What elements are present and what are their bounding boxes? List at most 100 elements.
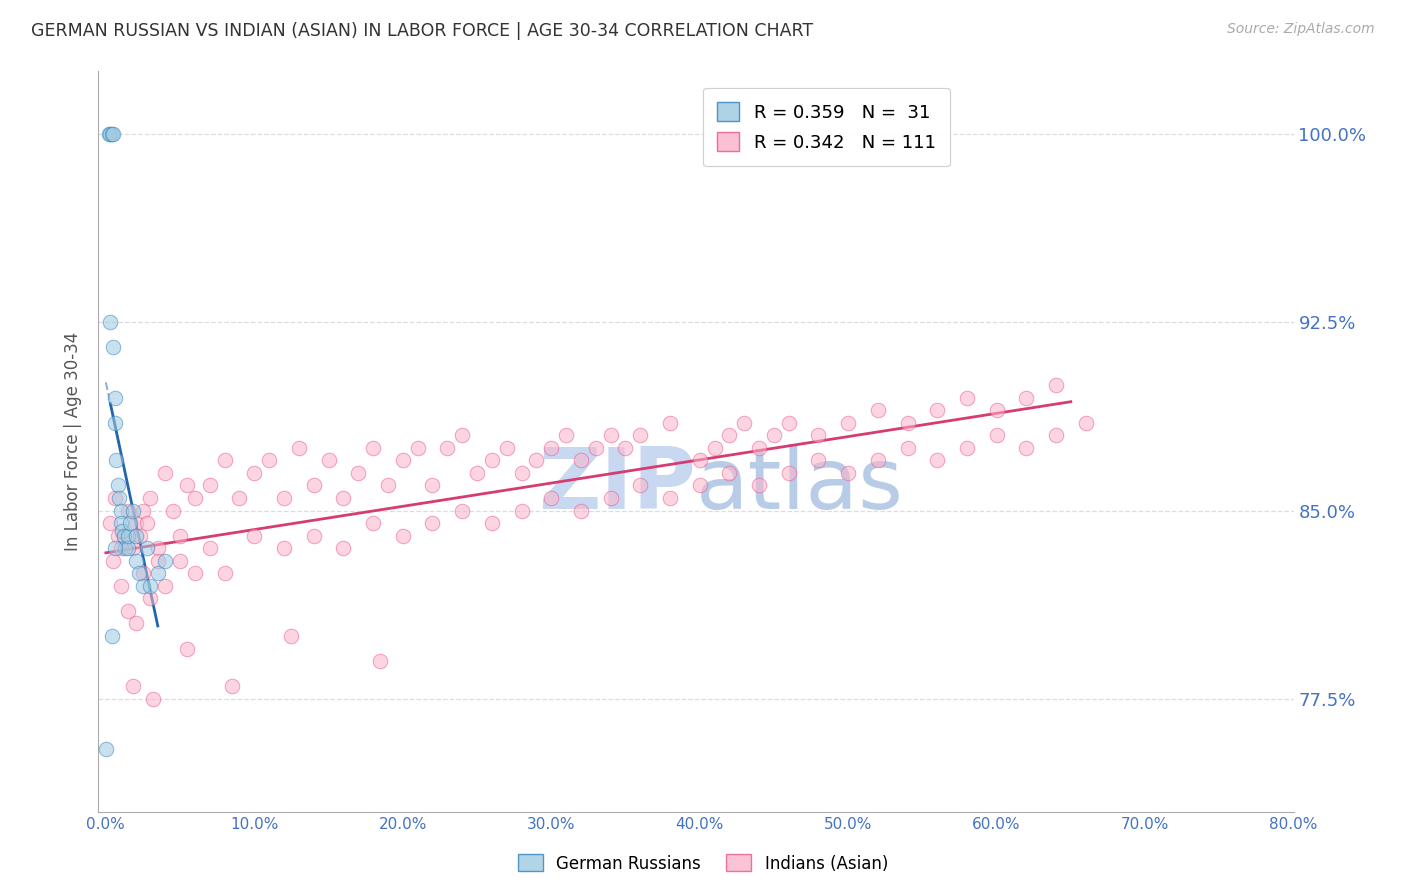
Point: [510, 503, 533, 517]
Point: [748, 478, 770, 492]
Point: [101, 629, 124, 643]
Point: [101, 127, 124, 141]
Point: [128, 566, 150, 581]
Point: [718, 428, 741, 442]
Point: [436, 441, 458, 455]
Point: [377, 478, 399, 492]
Point: [103, 554, 125, 568]
Point: [243, 529, 266, 543]
Point: [986, 403, 1008, 417]
Point: [104, 416, 127, 430]
Point: [927, 403, 949, 417]
Point: [155, 579, 177, 593]
Y-axis label: In Labor Force | Age 30-34: In Labor Force | Age 30-34: [65, 332, 83, 551]
Point: [139, 579, 162, 593]
Point: [896, 416, 918, 430]
Point: [162, 503, 184, 517]
Point: [422, 478, 444, 492]
Point: [956, 391, 979, 405]
Point: [1045, 378, 1067, 392]
Point: [176, 641, 198, 656]
Point: [1045, 428, 1067, 442]
Point: [599, 428, 621, 442]
Point: [585, 441, 607, 455]
Point: [465, 466, 488, 480]
Point: [103, 127, 125, 141]
Point: [481, 453, 503, 467]
Point: [1015, 391, 1038, 405]
Point: [98, 516, 121, 530]
Legend: R = 0.359   N =  31, R = 0.342   N = 111: R = 0.359 N = 31, R = 0.342 N = 111: [703, 87, 950, 166]
Point: [214, 453, 236, 467]
Point: [302, 478, 325, 492]
Point: [318, 453, 340, 467]
Point: [117, 529, 139, 543]
Point: [540, 441, 562, 455]
Point: [257, 453, 280, 467]
Point: [117, 604, 139, 618]
Point: [273, 491, 295, 505]
Point: [1074, 416, 1097, 430]
Point: [451, 503, 474, 517]
Point: [866, 453, 889, 467]
Point: [733, 416, 755, 430]
Point: [117, 541, 139, 556]
Point: [198, 541, 221, 556]
Point: [243, 466, 266, 480]
Point: [104, 491, 127, 505]
Point: [778, 466, 800, 480]
Point: [121, 679, 143, 693]
Point: [614, 441, 637, 455]
Point: [540, 491, 562, 505]
Point: [124, 554, 146, 568]
Point: [659, 491, 682, 505]
Point: [155, 554, 177, 568]
Point: [599, 491, 621, 505]
Point: [288, 441, 311, 455]
Point: [104, 541, 127, 556]
Point: [132, 579, 155, 593]
Point: [169, 529, 191, 543]
Point: [124, 529, 146, 543]
Point: [332, 541, 354, 556]
Point: [110, 541, 132, 556]
Point: [139, 591, 162, 606]
Point: [927, 453, 949, 467]
Point: [146, 541, 169, 556]
Point: [107, 529, 129, 543]
Text: GERMAN RUSSIAN VS INDIAN (ASIAN) IN LABOR FORCE | AGE 30-34 CORRELATION CHART: GERMAN RUSSIAN VS INDIAN (ASIAN) IN LABO…: [31, 22, 813, 40]
Point: [184, 491, 207, 505]
Point: [302, 529, 325, 543]
Point: [118, 516, 141, 530]
Point: [169, 554, 191, 568]
Point: [406, 441, 429, 455]
Point: [198, 478, 221, 492]
Point: [703, 441, 725, 455]
Point: [391, 529, 413, 543]
Point: [524, 453, 547, 467]
Point: [103, 340, 125, 354]
Point: [176, 478, 198, 492]
Point: [124, 516, 146, 530]
Point: [718, 466, 741, 480]
Point: [98, 315, 121, 329]
Point: [110, 579, 132, 593]
Point: [107, 478, 129, 492]
Point: [1015, 441, 1038, 455]
Point: [370, 654, 392, 668]
Point: [481, 516, 503, 530]
Point: [628, 428, 651, 442]
Point: [391, 453, 413, 467]
Point: [422, 516, 444, 530]
Point: [98, 127, 121, 141]
Point: [332, 491, 354, 505]
Point: [956, 441, 979, 455]
Point: [142, 691, 165, 706]
Point: [659, 416, 682, 430]
Point: [280, 629, 302, 643]
Point: [896, 441, 918, 455]
Text: ZIP: ZIP: [538, 444, 696, 527]
Point: [555, 428, 578, 442]
Point: [866, 403, 889, 417]
Point: [569, 453, 592, 467]
